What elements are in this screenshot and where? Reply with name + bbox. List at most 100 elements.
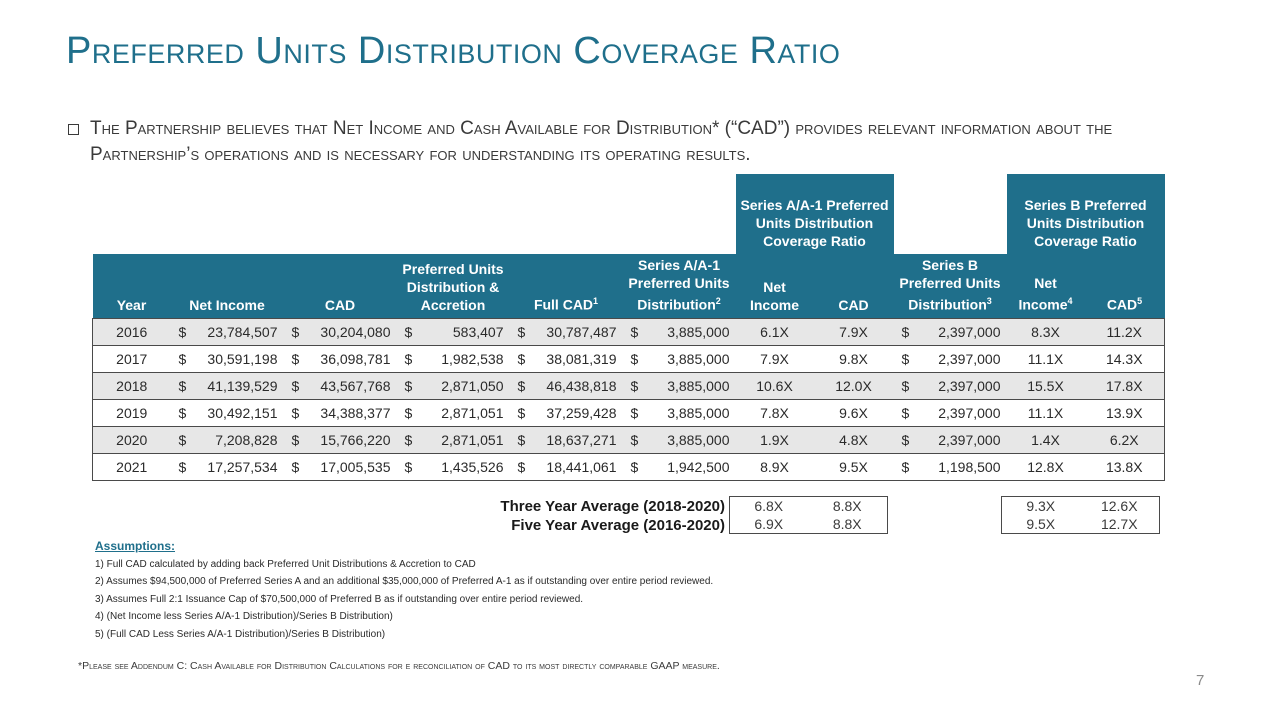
col-series-b-dist: Series B Preferred Units Distribution3: [893, 254, 1007, 319]
five-year-sa-cad: 8.8X: [832, 516, 862, 532]
cell-value: 37,259,428: [546, 405, 617, 421]
cell-sb-ni: 12.8X: [1006, 453, 1085, 481]
col-series-a-net-income: Net Income: [735, 254, 814, 319]
currency-symbol: $: [404, 351, 413, 367]
cell-sb-cad: 13.8X: [1084, 453, 1165, 481]
table-row: 2016 $23,784,507 $30,204,080 $583,407 $30,78…: [92, 318, 1165, 346]
cell-full-cad: $37,259,428: [509, 399, 623, 427]
cell-sa-cad: 7.9X: [813, 318, 894, 346]
cell-value: 3,885,000: [667, 351, 730, 367]
currency-symbol: $: [630, 378, 639, 394]
assumption-item: 3) Assumes Full 2:1 Issuance Cap of $70,…: [95, 593, 584, 605]
col-dist-accretion: Preferred Units Distribution & Accretion: [396, 254, 510, 319]
currency-symbol: $: [901, 459, 910, 475]
cell-sa-dist: $1,942,500: [622, 453, 736, 481]
col-year: Year: [92, 254, 171, 319]
cell-sb-dist: $2,397,000: [893, 372, 1007, 400]
series-a-group-header: Series A/A-1 Preferred Units Distributio…: [735, 174, 894, 254]
cell-sa-ni: 7.8X: [735, 399, 814, 427]
col-net-income: Net Income: [170, 254, 284, 319]
currency-symbol: $: [291, 324, 300, 340]
currency-symbol: $: [517, 459, 526, 475]
currency-symbol: $: [901, 324, 910, 340]
series-b-group-header: Series B Preferred Units Distribution Co…: [1006, 174, 1165, 254]
currency-symbol: $: [178, 432, 187, 448]
page-title: Preferred Units Distribution Coverage Ra…: [66, 30, 841, 72]
currency-symbol: $: [291, 351, 300, 367]
cell-sa-cad: 9.8X: [813, 345, 894, 373]
currency-symbol: $: [178, 378, 187, 394]
cell-full-cad: $38,081,319: [509, 345, 623, 373]
currency-symbol: $: [178, 459, 187, 475]
currency-symbol: $: [404, 378, 413, 394]
cell-value: 3,885,000: [667, 378, 730, 394]
table-row: 2021 $17,257,534 $17,005,535 $1,435,526 $18,…: [92, 453, 1165, 481]
assumption-item: 4) (Net Income less Series A/A-1 Distrib…: [95, 611, 393, 622]
currency-symbol: $: [404, 405, 413, 421]
cell-net-income: $17,257,534: [170, 453, 284, 481]
currency-symbol: $: [901, 378, 910, 394]
cell-sb-cad: 14.3X: [1084, 345, 1165, 373]
currency-symbol: $: [178, 351, 187, 367]
cell-cad: $15,766,220: [283, 426, 397, 454]
assumption-item: 2) Assumes $94,500,000 of Preferred Seri…: [95, 576, 714, 587]
cell-sb-dist: $2,397,000: [893, 399, 1007, 427]
cell-value: 2,871,051: [441, 432, 504, 448]
cell-value: 17,005,535: [320, 459, 391, 475]
assumptions-heading: Assumptions:: [95, 539, 176, 553]
three-year-sa-cad: 8.8X: [832, 498, 862, 514]
cell-value: 2,871,051: [441, 405, 504, 421]
currency-symbol: $: [901, 405, 910, 421]
five-year-sb-cad: 12.7X: [1100, 516, 1138, 532]
cell-value: 15,766,220: [320, 432, 391, 448]
cell-sa-dist: $3,885,000: [622, 345, 736, 373]
currency-symbol: $: [404, 324, 413, 340]
cell-year: 2021: [92, 453, 171, 481]
cell-sa-dist: $3,885,000: [622, 372, 736, 400]
table-row: 2019 $30,492,151 $34,388,377 $2,871,051 $37,…: [92, 399, 1165, 427]
cell-net-income: $7,208,828: [170, 426, 284, 454]
cell-sa-ni: 6.1X: [735, 318, 814, 346]
cell-sa-cad: 9.5X: [813, 453, 894, 481]
cell-value: 1,435,526: [441, 459, 504, 475]
table-row: 2018 $41,139,529 $43,567,768 $2,871,050 $46,…: [92, 372, 1165, 400]
cell-full-cad: $18,441,061: [509, 453, 623, 481]
cell-full-cad: $46,438,818: [509, 372, 623, 400]
cell-value: 2,397,000: [938, 405, 1001, 421]
cell-sa-cad: 9.6X: [813, 399, 894, 427]
cell-sb-ni: 8.3X: [1006, 318, 1085, 346]
cell-cad: $34,388,377: [283, 399, 397, 427]
three-year-sb-cad: 12.6X: [1100, 498, 1138, 514]
cell-value: 3,885,000: [667, 405, 730, 421]
cell-value: 41,139,529: [207, 378, 278, 394]
cell-cad: $17,005,535: [283, 453, 397, 481]
cell-cad: $30,204,080: [283, 318, 397, 346]
cell-sb-cad: 13.9X: [1084, 399, 1165, 427]
cell-value: 3,885,000: [667, 432, 730, 448]
currency-symbol: $: [630, 324, 639, 340]
currency-symbol: $: [291, 378, 300, 394]
cell-dist: $1,982,538: [396, 345, 510, 373]
cell-dist: $2,871,051: [396, 399, 510, 427]
cell-sb-ni: 15.5X: [1006, 372, 1085, 400]
cell-sb-cad: 11.2X: [1084, 318, 1165, 346]
cell-sa-cad: 4.8X: [813, 426, 894, 454]
cell-sb-cad: 6.2X: [1084, 426, 1165, 454]
cell-sa-dist: $3,885,000: [622, 399, 736, 427]
col-cad: CAD: [283, 254, 397, 319]
table-row: 2020 $7,208,828 $15,766,220 $2,871,051 $18,6…: [92, 426, 1165, 454]
cell-year: 2016: [92, 318, 171, 346]
cell-sa-dist: $3,885,000: [622, 318, 736, 346]
assumptions: Assumptions: 1) Full CAD calculated by a…: [95, 538, 713, 643]
cell-dist: $2,871,050: [396, 372, 510, 400]
average-labels: Three Year Average (2018-2020) Five Year…: [470, 497, 725, 535]
cell-sa-dist: $3,885,000: [622, 426, 736, 454]
cell-sb-dist: $2,397,000: [893, 318, 1007, 346]
cell-sa-cad: 12.0X: [813, 372, 894, 400]
cell-net-income: $30,492,151: [170, 399, 284, 427]
cell-value: 2,871,050: [441, 378, 504, 394]
currency-symbol: $: [630, 432, 639, 448]
cell-value: 36,098,781: [320, 351, 391, 367]
currency-symbol: $: [517, 378, 526, 394]
three-year-average-label: Three Year Average (2018-2020): [500, 498, 725, 515]
